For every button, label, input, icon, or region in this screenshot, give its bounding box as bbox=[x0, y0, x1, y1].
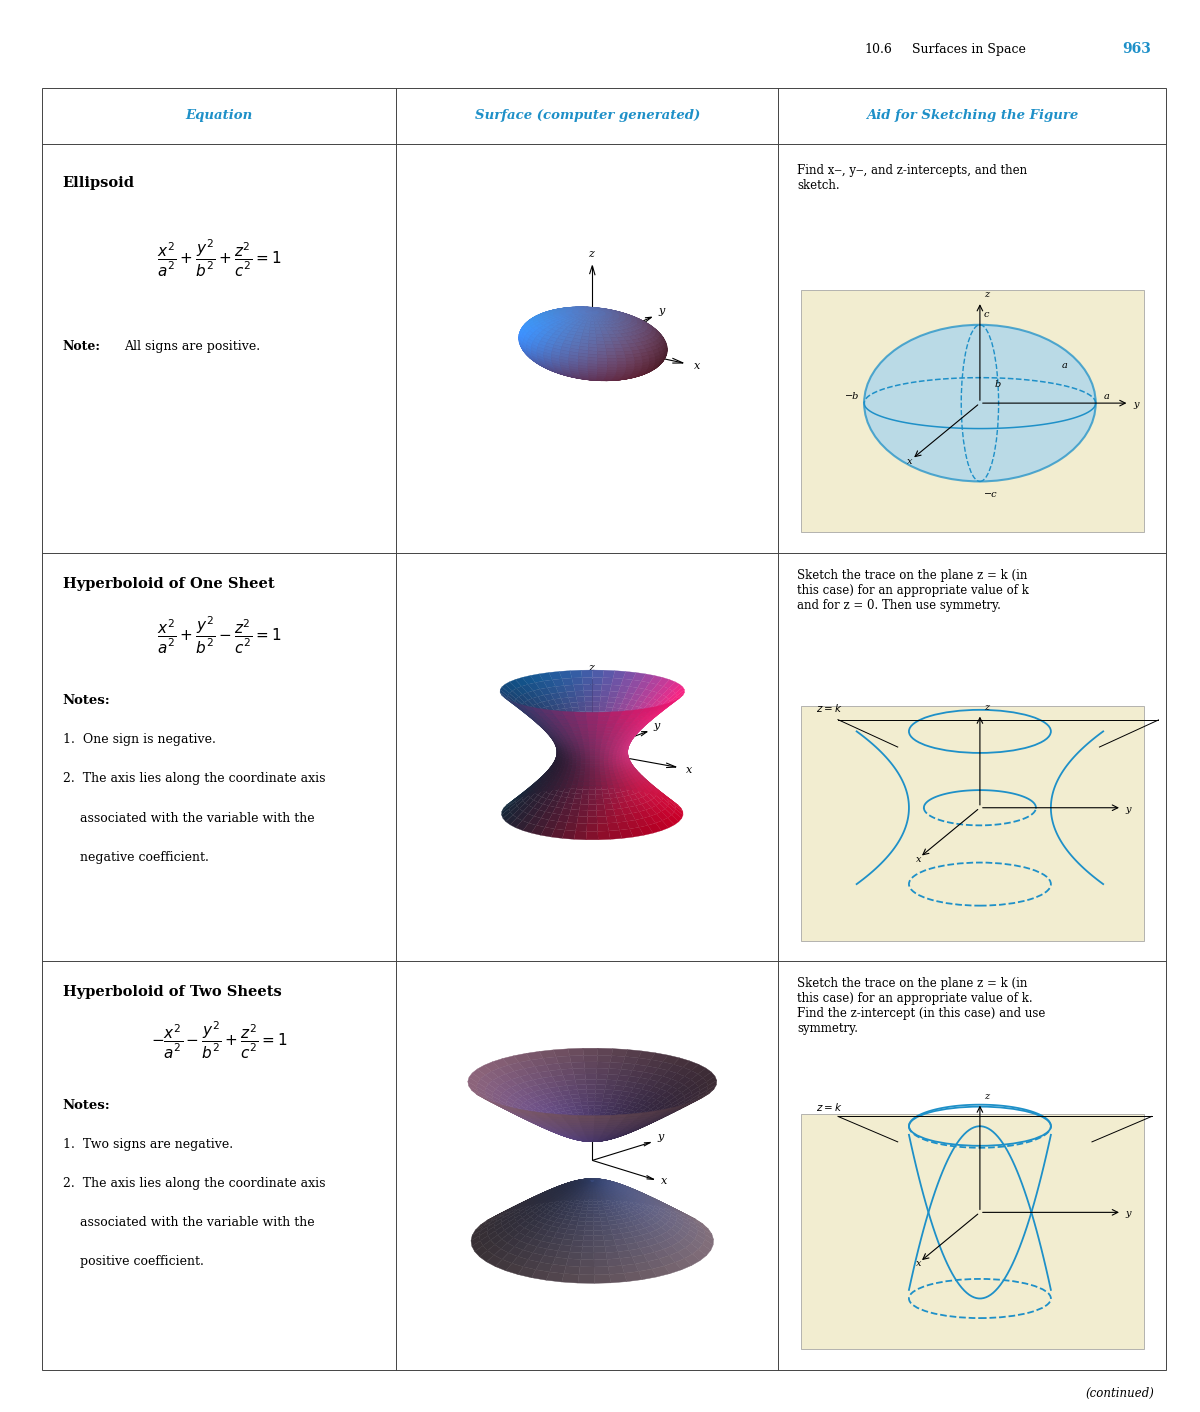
Text: a: a bbox=[1062, 361, 1068, 370]
Text: x: x bbox=[907, 457, 912, 466]
Text: Hyperboloid of Two Sheets: Hyperboloid of Two Sheets bbox=[62, 986, 282, 1000]
Text: $\dfrac{x^2}{a^2}+\dfrac{y^2}{b^2}-\dfrac{z^2}{c^2}=1$: $\dfrac{x^2}{a^2}+\dfrac{y^2}{b^2}-\dfra… bbox=[157, 614, 281, 657]
Text: positive coefficient.: positive coefficient. bbox=[79, 1255, 204, 1268]
Text: associated with the variable with the: associated with the variable with the bbox=[79, 1216, 314, 1230]
Text: y: y bbox=[1126, 805, 1132, 813]
Text: b: b bbox=[995, 380, 1001, 390]
Text: $z=k$: $z=k$ bbox=[816, 702, 842, 714]
Text: associated with the variable with the: associated with the variable with the bbox=[79, 812, 314, 825]
Text: −b: −b bbox=[846, 393, 860, 401]
Text: $z=k$: $z=k$ bbox=[816, 1100, 842, 1113]
Text: x: x bbox=[916, 1260, 920, 1268]
Text: 1.  Two signs are negative.: 1. Two signs are negative. bbox=[62, 1138, 233, 1151]
Text: z: z bbox=[984, 703, 989, 712]
Text: Surfaces in Space: Surfaces in Space bbox=[912, 42, 1026, 56]
Text: Sketch the trace on the plane z = k (in
this case) for an appropriate value of k: Sketch the trace on the plane z = k (in … bbox=[797, 569, 1028, 611]
Text: y: y bbox=[1133, 400, 1139, 409]
Text: Notes:: Notes: bbox=[62, 1099, 110, 1111]
Text: negative coefficient.: negative coefficient. bbox=[79, 851, 209, 864]
Text: Notes:: Notes: bbox=[62, 695, 110, 707]
Text: Hyperboloid of One Sheet: Hyperboloid of One Sheet bbox=[62, 576, 275, 590]
Text: Equation: Equation bbox=[186, 109, 253, 123]
Text: 1.  One sign is negative.: 1. One sign is negative. bbox=[62, 733, 216, 747]
Text: Surface (computer generated): Surface (computer generated) bbox=[475, 109, 700, 123]
Text: a: a bbox=[1103, 393, 1109, 401]
Text: 2.  The axis lies along the coordinate axis: 2. The axis lies along the coordinate ax… bbox=[62, 772, 325, 785]
Text: 10.6: 10.6 bbox=[864, 42, 892, 56]
Ellipse shape bbox=[864, 325, 1096, 481]
Text: Aid for Sketching the Figure: Aid for Sketching the Figure bbox=[866, 109, 1079, 123]
Text: y: y bbox=[1126, 1209, 1132, 1219]
Text: All signs are positive.: All signs are positive. bbox=[124, 340, 260, 353]
Text: $\dfrac{x^2}{a^2}+\dfrac{y^2}{b^2}+\dfrac{z^2}{c^2}=1$: $\dfrac{x^2}{a^2}+\dfrac{y^2}{b^2}+\dfra… bbox=[157, 237, 281, 278]
Text: −c: −c bbox=[984, 490, 997, 498]
Text: Sketch the trace on the plane z = k (in
this case) for an appropriate value of k: Sketch the trace on the plane z = k (in … bbox=[797, 977, 1045, 1035]
Text: 963: 963 bbox=[1122, 42, 1151, 56]
Text: z: z bbox=[984, 291, 989, 299]
Text: Ellipsoid: Ellipsoid bbox=[62, 176, 134, 191]
Text: z: z bbox=[984, 1091, 989, 1101]
Text: $-\dfrac{x^2}{a^2}-\dfrac{y^2}{b^2}+\dfrac{z^2}{c^2}=1$: $-\dfrac{x^2}{a^2}-\dfrac{y^2}{b^2}+\dfr… bbox=[151, 1019, 288, 1060]
Text: c: c bbox=[984, 311, 989, 319]
Bar bbox=[800, 1114, 1145, 1350]
Bar bbox=[800, 289, 1145, 532]
Text: 2.  The axis lies along the coordinate axis: 2. The axis lies along the coordinate ax… bbox=[62, 1178, 325, 1190]
Text: x: x bbox=[916, 854, 920, 864]
Text: Note:: Note: bbox=[62, 340, 101, 353]
Bar bbox=[800, 706, 1145, 940]
Text: (continued): (continued) bbox=[1086, 1387, 1154, 1399]
Text: Find x‒, y‒, and z-intercepts, and then
sketch.: Find x‒, y‒, and z-intercepts, and then … bbox=[797, 164, 1027, 192]
